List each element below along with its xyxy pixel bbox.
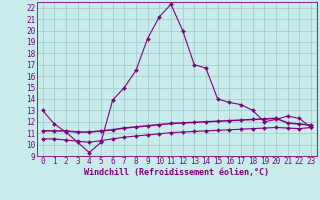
X-axis label: Windchill (Refroidissement éolien,°C): Windchill (Refroidissement éolien,°C)	[84, 168, 269, 177]
